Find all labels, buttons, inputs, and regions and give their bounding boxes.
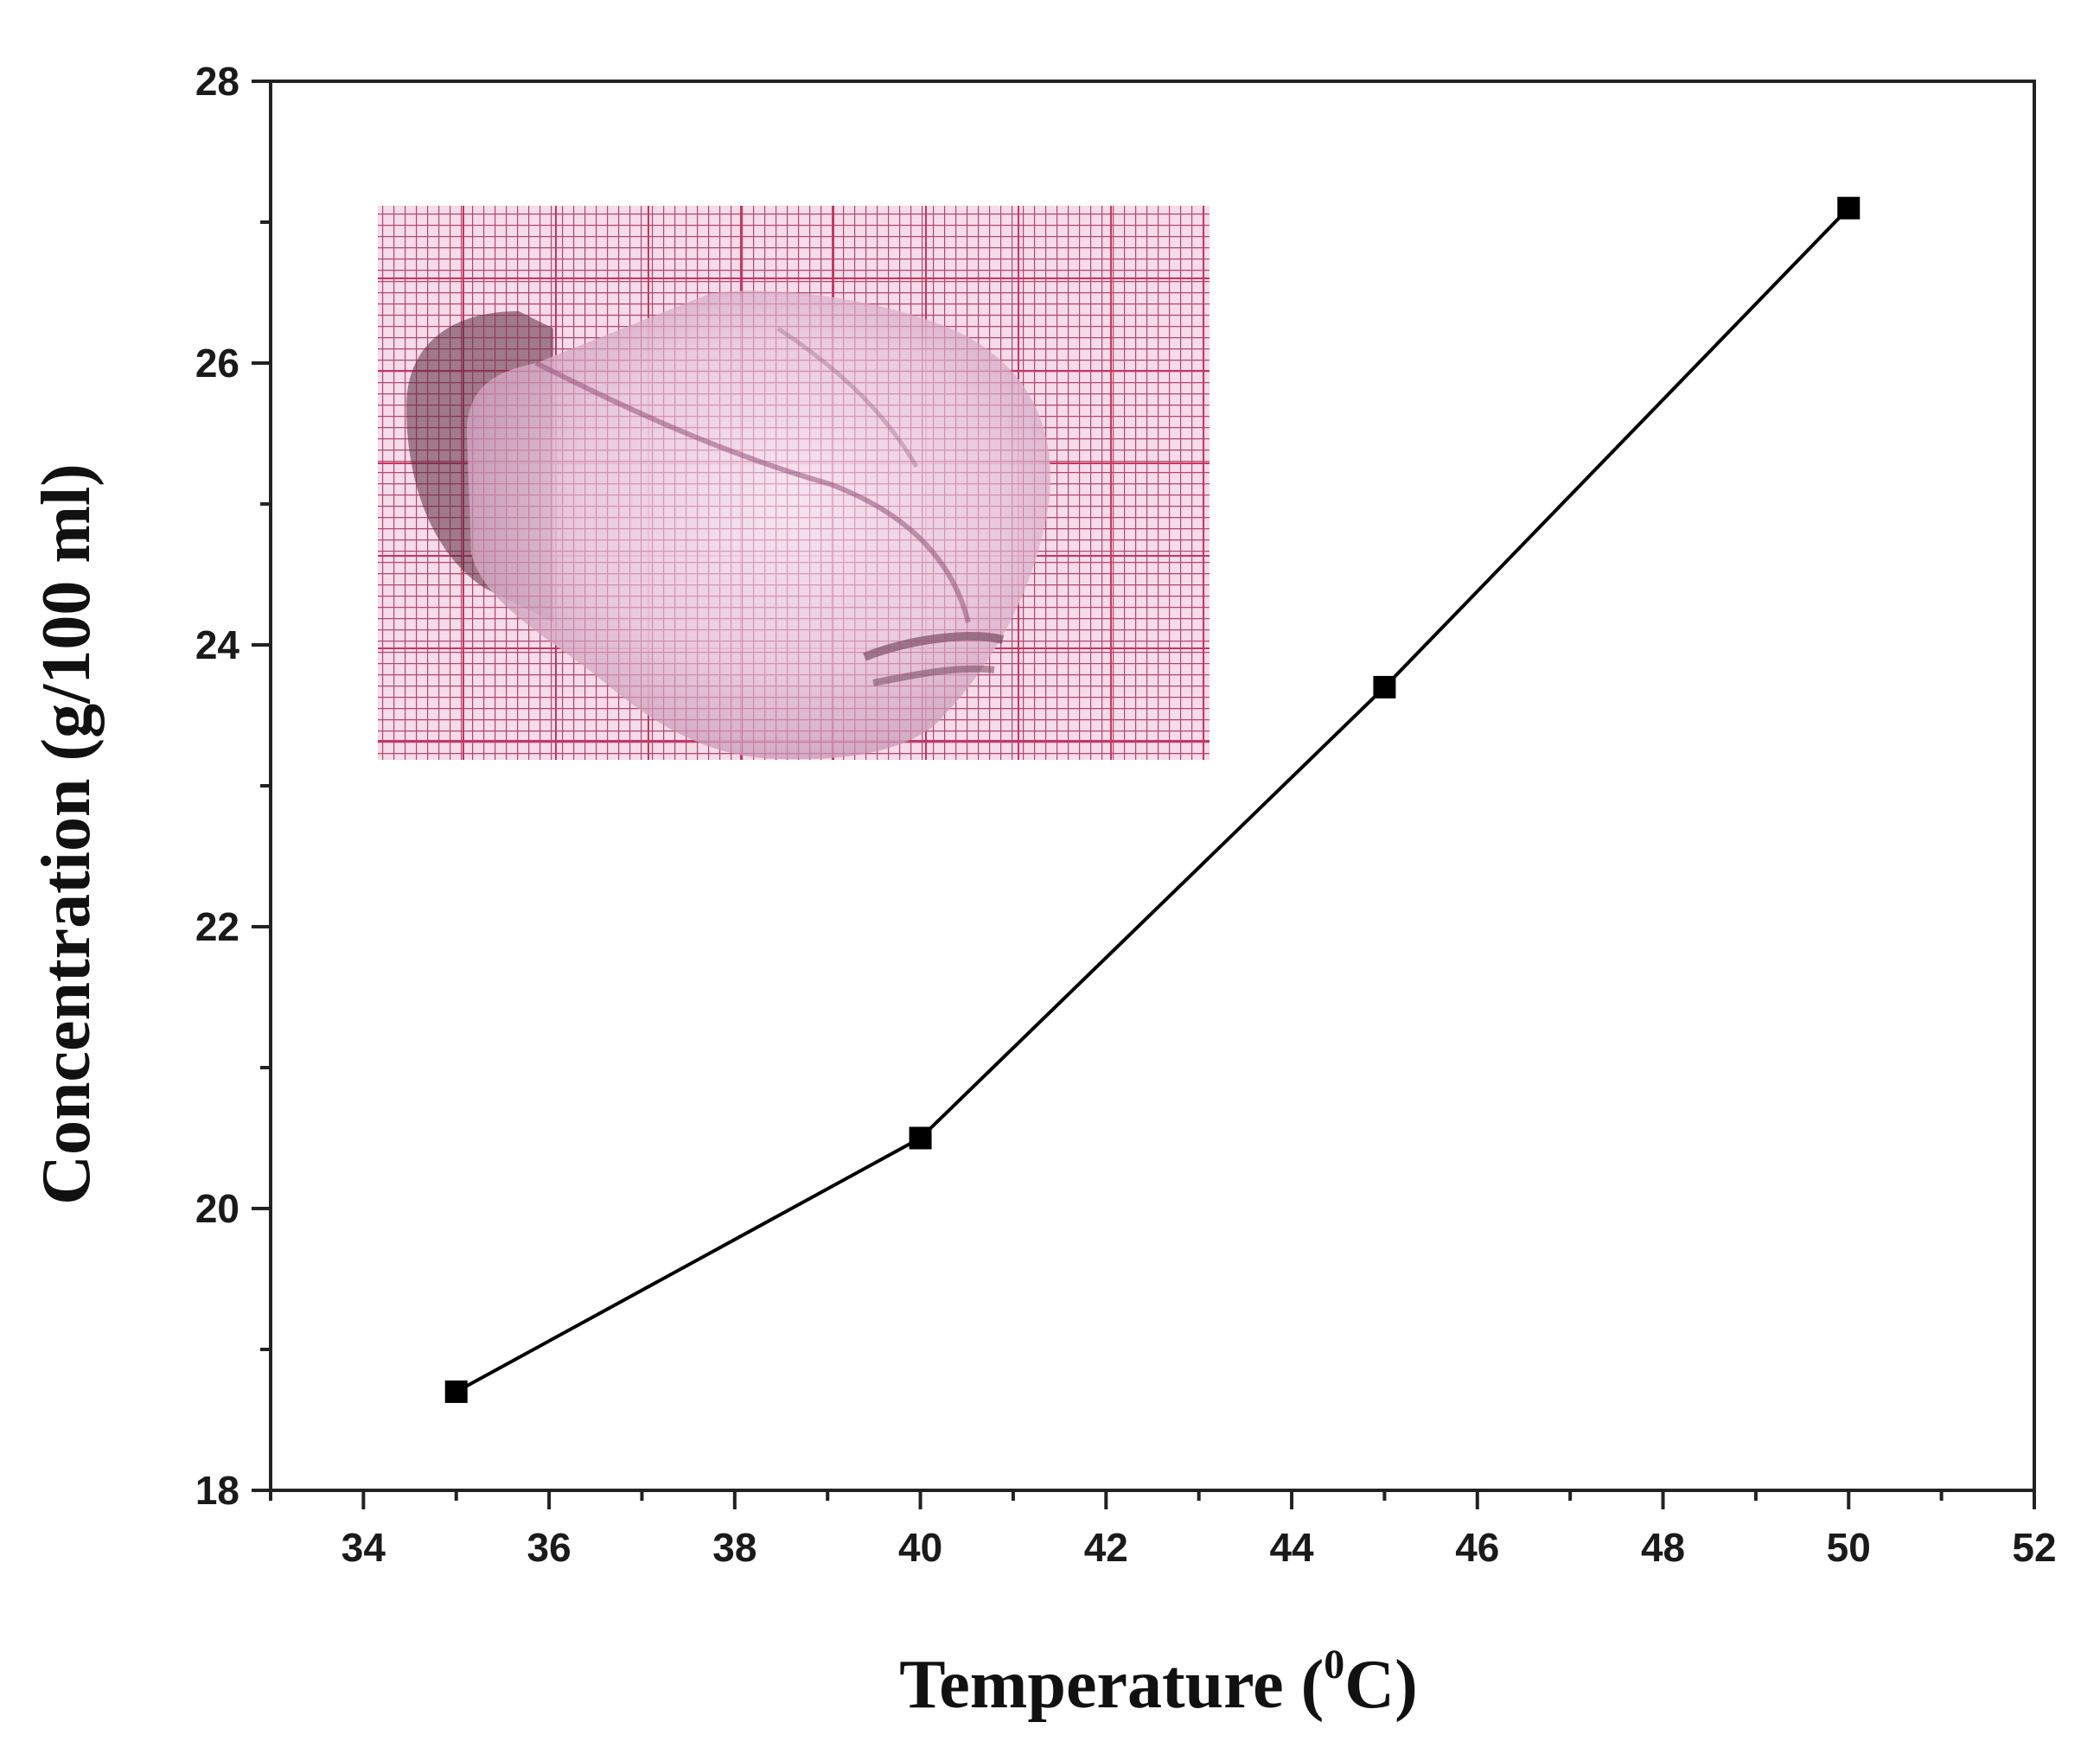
x-axis-title: Temperature (0C) — [899, 1642, 1417, 1723]
x-tick-label: 44 — [1269, 1525, 1314, 1570]
y-axis-ticks: 18 20 22 24 26 28 — [195, 59, 271, 1513]
series-group — [444, 196, 1861, 1403]
x-axis-title-start: Temperature ( — [899, 1647, 1324, 1723]
data-point — [444, 1380, 468, 1403]
x-tick-label: 42 — [1084, 1525, 1128, 1570]
x-tick-label: 38 — [712, 1525, 756, 1570]
x-tick-label: 48 — [1641, 1525, 1685, 1570]
x-axis-ticks: 34 36 38 40 42 44 46 48 50 52 — [269, 1490, 2057, 1570]
x-tick-label: 46 — [1455, 1525, 1499, 1570]
y-tick-label: 20 — [195, 1186, 239, 1231]
x-axis-title-end: C) — [1344, 1647, 1417, 1723]
y-tick-label: 18 — [195, 1468, 239, 1513]
y-tick-label: 28 — [195, 59, 239, 104]
y-tick-label: 24 — [195, 622, 240, 667]
x-tick-label: 52 — [2012, 1525, 2056, 1570]
series-line — [455, 207, 1850, 1394]
x-tick-label: 34 — [341, 1525, 386, 1570]
x-tick-label: 50 — [1827, 1525, 1871, 1570]
inset-crystal-photo — [378, 206, 1210, 760]
data-point — [909, 1126, 932, 1150]
x-axis-title-superscript: 0 — [1324, 1642, 1344, 1687]
data-point — [1837, 196, 1861, 220]
x-tick-label: 36 — [527, 1525, 571, 1570]
y-axis-title: Concentration (g/100 ml) — [29, 463, 105, 1205]
y-tick-label: 26 — [195, 341, 239, 386]
y-tick-label: 22 — [195, 904, 239, 949]
x-tick-label: 40 — [898, 1525, 942, 1570]
data-point — [1373, 675, 1396, 698]
